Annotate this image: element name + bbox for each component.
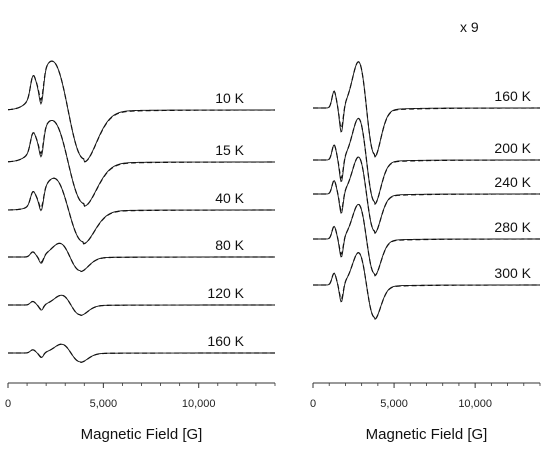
temperature-label: 300 K [494, 265, 531, 281]
spectrum-trace-solid [313, 117, 540, 205]
right-panel: 0 5,000 10,000 Magnetic Field [G] x 9 160 K 20… [310, 19, 541, 443]
spectrum-trace-dashed [8, 294, 275, 316]
x-tick-label: 5,000 [380, 398, 408, 410]
temperature-label: 15 K [215, 142, 244, 158]
spectrum-trace-dashed [7, 177, 275, 245]
x-tick-label: 0 [310, 398, 316, 410]
x-tick-label: 10,000 [458, 398, 492, 410]
x-tick-label: 0 [5, 398, 11, 410]
temperature-label: 10 K [215, 90, 244, 106]
spectrum-trace-dashed [313, 156, 540, 235]
spectrum-trace-dashed [7, 60, 275, 163]
spectrum-trace-dashed [313, 117, 541, 206]
scale-factor-label: x 9 [460, 19, 479, 35]
x-axis-title: Magnetic Field [G] [366, 426, 488, 443]
left-panel: 0 5,000 10,000 Magnetic Field [G] 10 K 15 K 40… [5, 60, 276, 443]
spectrum-trace-dashed [8, 242, 275, 273]
spectrum-trace-dashed [313, 203, 540, 277]
x-axis-title: Magnetic Field [G] [81, 426, 203, 443]
temperature-label: 160 K [207, 333, 244, 349]
temperature-label: 240 K [494, 174, 531, 190]
temperature-label: 280 K [494, 219, 531, 235]
temperature-label: 160 K [494, 88, 531, 104]
spectrum-trace-dashed [313, 252, 540, 321]
x-tick-label: 5,000 [90, 398, 118, 410]
temperature-label: 200 K [494, 140, 531, 156]
spectrum-trace-dashed [7, 119, 275, 207]
spectrum-trace-dashed [8, 343, 275, 363]
spectrum-trace-solid [313, 252, 540, 320]
temperature-label: 120 K [207, 285, 244, 301]
x-tick-label: 10,000 [182, 398, 216, 410]
temperature-label: 80 K [215, 237, 244, 253]
temperature-label: 40 K [215, 190, 244, 206]
spectrum-trace-dashed [313, 61, 540, 159]
